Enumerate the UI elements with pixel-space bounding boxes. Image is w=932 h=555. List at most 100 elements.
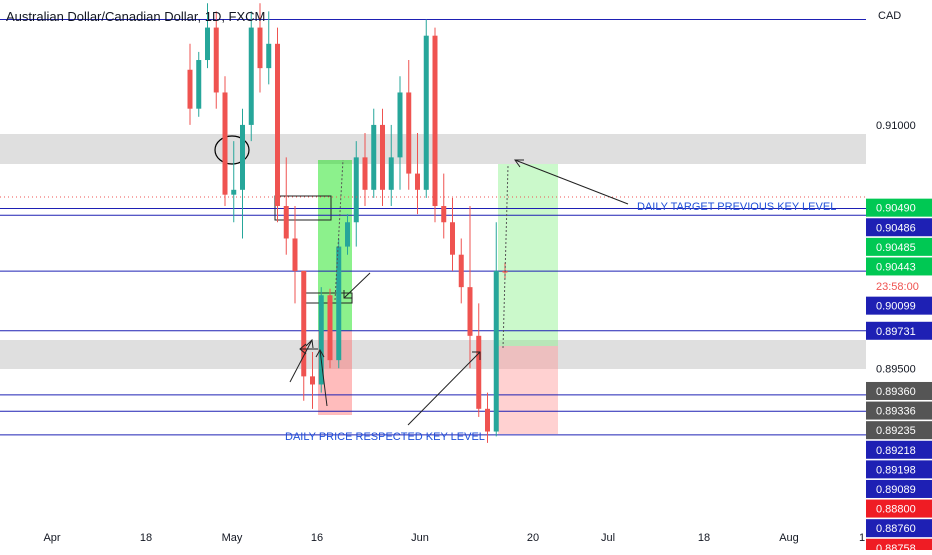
price-label-text: 0.90443 — [876, 261, 916, 273]
candle-body — [380, 124, 385, 190]
candle-body — [432, 35, 438, 207]
price-label-text: 0.89336 — [876, 406, 916, 418]
candle — [450, 197, 455, 271]
candle-body — [275, 43, 280, 207]
candle-body — [423, 35, 429, 190]
candle-body — [222, 92, 228, 195]
candle — [458, 238, 464, 304]
price-label-badge — [866, 237, 932, 256]
candle — [406, 60, 412, 190]
target-arrow-1 — [334, 159, 344, 301]
candle — [327, 288, 333, 369]
price-label-text: 0.88758 — [876, 543, 916, 550]
candle — [423, 19, 429, 198]
price-label-text: 23:58:00 — [876, 281, 919, 293]
candle-body — [406, 92, 412, 174]
candle — [371, 108, 377, 198]
candle — [257, 3, 263, 93]
price-label-text: 0.90486 — [876, 222, 916, 234]
candle — [196, 51, 202, 117]
price-label-badge — [866, 381, 932, 400]
candle-body — [283, 206, 289, 239]
candle — [353, 141, 359, 247]
candle — [415, 133, 420, 215]
candle-body — [415, 173, 420, 190]
arrow-head-6 — [299, 343, 307, 355]
candle-body — [345, 222, 350, 247]
candle-body — [476, 335, 482, 409]
candle-body — [248, 27, 254, 125]
candle-body — [336, 246, 342, 361]
price-label-badge — [866, 198, 932, 217]
candle-body — [458, 254, 464, 288]
candle — [345, 214, 350, 255]
candle — [292, 206, 298, 304]
candle — [266, 11, 272, 85]
candle-body — [450, 222, 455, 255]
x-tick-label: Aug — [779, 532, 799, 544]
candle — [248, 11, 254, 142]
candle — [362, 133, 368, 207]
marker-ellipse — [214, 135, 250, 165]
candle — [283, 157, 289, 255]
arrow-head-5 — [343, 290, 352, 299]
arrow-head-2 — [472, 351, 481, 360]
price-label-text: 0.88760 — [876, 523, 916, 535]
candle — [493, 222, 499, 437]
chart-title: Australian Dollar/Canadian Dollar, 1D, F… — [6, 9, 265, 24]
candle — [388, 124, 394, 207]
arrow-line-3 — [289, 339, 313, 383]
x-tick-label: Jul — [601, 532, 615, 544]
candle — [231, 141, 237, 223]
x-tick-label: 1 — [859, 532, 865, 544]
candle-body — [362, 157, 368, 190]
candle-body — [467, 287, 473, 336]
price-label-text: 0.89089 — [876, 484, 916, 496]
x-tick-label: 18 — [698, 532, 710, 544]
y-tick-label: 0.89500 — [876, 363, 916, 375]
candle-body — [310, 376, 315, 385]
currency-label: CAD — [878, 10, 901, 22]
candle-body — [213, 27, 219, 93]
x-tick-label: 20 — [527, 532, 539, 544]
candle — [240, 108, 245, 239]
candle — [432, 27, 438, 223]
candle-body — [493, 270, 499, 432]
price-label-badge — [866, 460, 932, 479]
candle-body — [240, 124, 245, 190]
price-label-badge — [866, 440, 932, 459]
candle-body — [318, 295, 324, 385]
price-label-badge — [866, 257, 932, 276]
price-label-text: 0.89198 — [876, 464, 916, 476]
annotation-respected: DAILY PRICE RESPECTED KEY LEVEL — [285, 431, 485, 443]
candle — [380, 108, 385, 207]
x-tick-label: 16 — [311, 532, 323, 544]
price-label-badge — [866, 499, 932, 518]
candle — [301, 270, 307, 401]
x-tick-label: Apr — [43, 532, 60, 544]
candle-body — [196, 60, 202, 109]
candle-body — [205, 27, 210, 61]
candle — [467, 206, 473, 369]
candle-body — [441, 206, 447, 223]
candle — [205, 3, 210, 69]
arrow-line-2 — [407, 351, 481, 426]
candle — [336, 238, 342, 369]
arrow-line-4 — [319, 349, 328, 407]
arrow-head-4 — [315, 348, 325, 358]
candle — [397, 76, 403, 190]
x-tick-label: 18 — [140, 532, 152, 544]
price-label-badge — [866, 519, 932, 538]
candle-body — [257, 27, 263, 69]
price-label-text: 0.89360 — [876, 386, 916, 398]
price-label-badge — [866, 218, 932, 237]
price-label-text: 0.90099 — [876, 301, 916, 313]
candle — [187, 43, 193, 125]
candle-body — [292, 238, 298, 271]
price-label-text: 0.90490 — [876, 203, 916, 215]
price-label-badge — [866, 401, 932, 420]
price-label-badge — [866, 479, 932, 498]
x-tick-label: May — [222, 532, 243, 544]
